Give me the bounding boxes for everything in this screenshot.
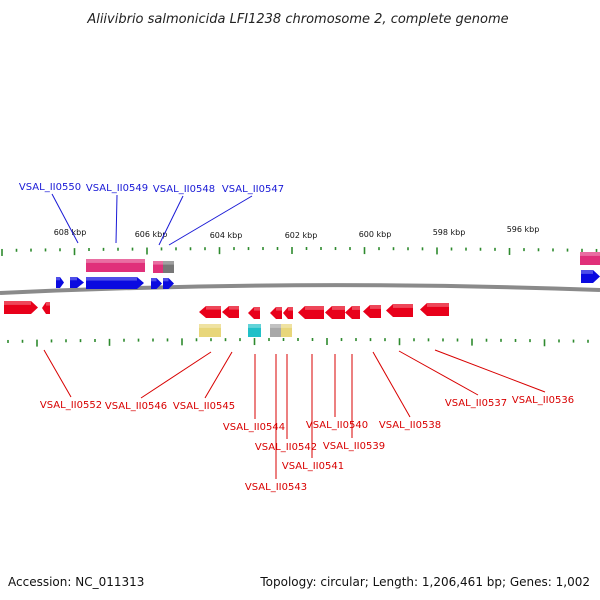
cds-feature-forward-highlight bbox=[580, 252, 600, 256]
forward-gene-arrow bbox=[86, 277, 144, 289]
reverse-gene-arrow-highlight bbox=[276, 307, 282, 311]
reverse-gene-arrow bbox=[325, 306, 345, 319]
cds-feature-forward bbox=[86, 259, 145, 272]
forward-gene-label: VSAL_II0550 bbox=[19, 182, 81, 193]
cds-feature-reverse bbox=[281, 324, 292, 337]
scale-label: 598 kbp bbox=[433, 228, 466, 237]
cds-feature-reverse bbox=[248, 324, 261, 337]
scale-label: 602 kbp bbox=[285, 231, 318, 240]
scale-label: 606 kbp bbox=[135, 230, 168, 239]
forward-gene-arrow-highlight bbox=[163, 278, 169, 282]
forward-gene-arrow bbox=[581, 270, 600, 283]
genome-summary-text: Topology: circular; Length: 1,206,461 bp… bbox=[259, 575, 590, 589]
cds-feature-forward-highlight bbox=[163, 261, 174, 265]
scale-label: 604 kbp bbox=[210, 231, 243, 240]
reverse-gene-arrow bbox=[283, 307, 293, 319]
reverse-leader-line bbox=[434, 349, 546, 393]
reverse-gene-arrow-highlight bbox=[427, 303, 449, 307]
scale-label: 600 kbp bbox=[359, 230, 392, 239]
reverse-gene-label: VSAL_II0537 bbox=[445, 398, 507, 409]
reverse-gene-label: VSAL_II0540 bbox=[306, 420, 368, 431]
reverse-gene-arrow bbox=[386, 304, 413, 317]
reverse-gene-label: VSAL_II0536 bbox=[512, 395, 574, 406]
forward-gene-arrow bbox=[70, 277, 84, 288]
reverse-gene-arrow-highlight bbox=[370, 305, 381, 309]
reverse-gene-arrow bbox=[270, 307, 282, 319]
cds-feature-forward bbox=[153, 261, 163, 273]
reverse-gene-arrow-highlight bbox=[4, 301, 31, 305]
forward-gene-label: VSAL_II0548 bbox=[153, 184, 215, 195]
reverse-gene-label: VSAL_II0541 bbox=[282, 461, 344, 472]
reverse-gene-arrow bbox=[222, 306, 239, 318]
chromosome-backbone bbox=[0, 283, 600, 295]
cds-feature-forward-highlight bbox=[86, 259, 145, 263]
forward-leader-line bbox=[168, 195, 253, 246]
cds-feature-reverse bbox=[199, 324, 221, 337]
forward-gene-arrow bbox=[163, 278, 174, 289]
reverse-gene-arrow-highlight bbox=[46, 302, 50, 306]
label-leader-lines bbox=[43, 193, 546, 479]
forward-leader-line bbox=[115, 194, 118, 244]
reverse-gene-arrow bbox=[298, 306, 324, 319]
forward-gene-arrow-highlight bbox=[86, 277, 137, 281]
reverse-gene-arrow bbox=[363, 305, 381, 318]
forward-gene-label: VSAL_II0547 bbox=[222, 184, 284, 195]
reverse-gene-label: VSAL_II0539 bbox=[323, 441, 385, 452]
reverse-gene-arrow-highlight bbox=[393, 304, 413, 308]
reverse-gene-arrow bbox=[420, 303, 449, 316]
reverse-gene-label: VSAL_II0545 bbox=[173, 401, 235, 412]
reverse-gene-arrow bbox=[248, 307, 260, 319]
reverse-gene-arrow-highlight bbox=[305, 306, 324, 310]
scale-labels: 608 kbp 606 kbp 604 kbp 602 kbp 600 kbp 598 k… bbox=[54, 225, 540, 240]
cds-feature-reverse-highlight bbox=[281, 324, 292, 328]
reverse-gene-label: VSAL_II0538 bbox=[379, 420, 441, 431]
forward-leader-line bbox=[51, 193, 79, 244]
forward-gene-arrow-highlight bbox=[151, 278, 157, 282]
reverse-gene-label: VSAL_II0544 bbox=[223, 422, 285, 433]
reverse-gene-arrow-highlight bbox=[206, 306, 221, 310]
forward-gene-arrow-highlight bbox=[581, 270, 593, 274]
gene-features bbox=[4, 252, 600, 337]
reverse-leader-line bbox=[43, 349, 72, 398]
reverse-leader-line bbox=[140, 351, 212, 399]
reverse-leader-line bbox=[372, 351, 411, 418]
accession-text: Accession: NC_011313 bbox=[8, 575, 144, 589]
reverse-gene-arrow-highlight bbox=[332, 306, 345, 310]
reverse-gene-arrow-highlight bbox=[288, 307, 293, 311]
reverse-gene-label: VSAL_II0542 bbox=[255, 442, 317, 453]
reverse-gene-arrow-highlight bbox=[352, 306, 360, 310]
forward-gene-arrow-highlight bbox=[56, 277, 60, 281]
forward-gene-arrow-highlight bbox=[70, 277, 77, 281]
reverse-gene-arrow bbox=[42, 302, 50, 314]
reverse-gene-label: VSAL_II0543 bbox=[245, 482, 307, 493]
cds-feature-forward bbox=[580, 252, 600, 265]
scale-label: 608 kbp bbox=[54, 228, 87, 237]
map-title: Aliivibrio salmonicida LFI1238 chromosom… bbox=[86, 12, 508, 27]
gene-labels: VSAL_II0550 VSAL_II0549 VSAL_II0548 VSAL_II… bbox=[19, 182, 574, 493]
reverse-leader-line bbox=[398, 350, 479, 396]
tick-rows bbox=[1, 247, 598, 347]
reverse-gene-arrow bbox=[345, 306, 360, 319]
reverse-gene-arrow-highlight bbox=[229, 306, 239, 310]
reverse-gene-arrow-highlight bbox=[254, 307, 260, 311]
cds-feature-forward-highlight bbox=[153, 261, 163, 265]
forward-leader-line bbox=[158, 195, 184, 246]
cds-feature-reverse-highlight bbox=[248, 324, 261, 328]
cds-feature-reverse-highlight bbox=[270, 324, 281, 328]
cds-feature-forward bbox=[163, 261, 174, 273]
cds-feature-reverse-highlight bbox=[199, 324, 221, 328]
reverse-gene-label: VSAL_II0546 bbox=[105, 401, 167, 412]
forward-gene-label: VSAL_II0549 bbox=[86, 183, 148, 194]
reverse-gene-arrow bbox=[4, 301, 38, 314]
scale-label: 596 kbp bbox=[507, 225, 540, 234]
reverse-gene-arrow bbox=[199, 306, 221, 318]
reverse-gene-label: VSAL_II0552 bbox=[40, 400, 102, 411]
forward-gene-arrow bbox=[56, 277, 64, 288]
forward-gene-arrow bbox=[151, 278, 162, 289]
reverse-leader-line bbox=[204, 351, 233, 399]
cds-feature-reverse bbox=[270, 324, 281, 337]
